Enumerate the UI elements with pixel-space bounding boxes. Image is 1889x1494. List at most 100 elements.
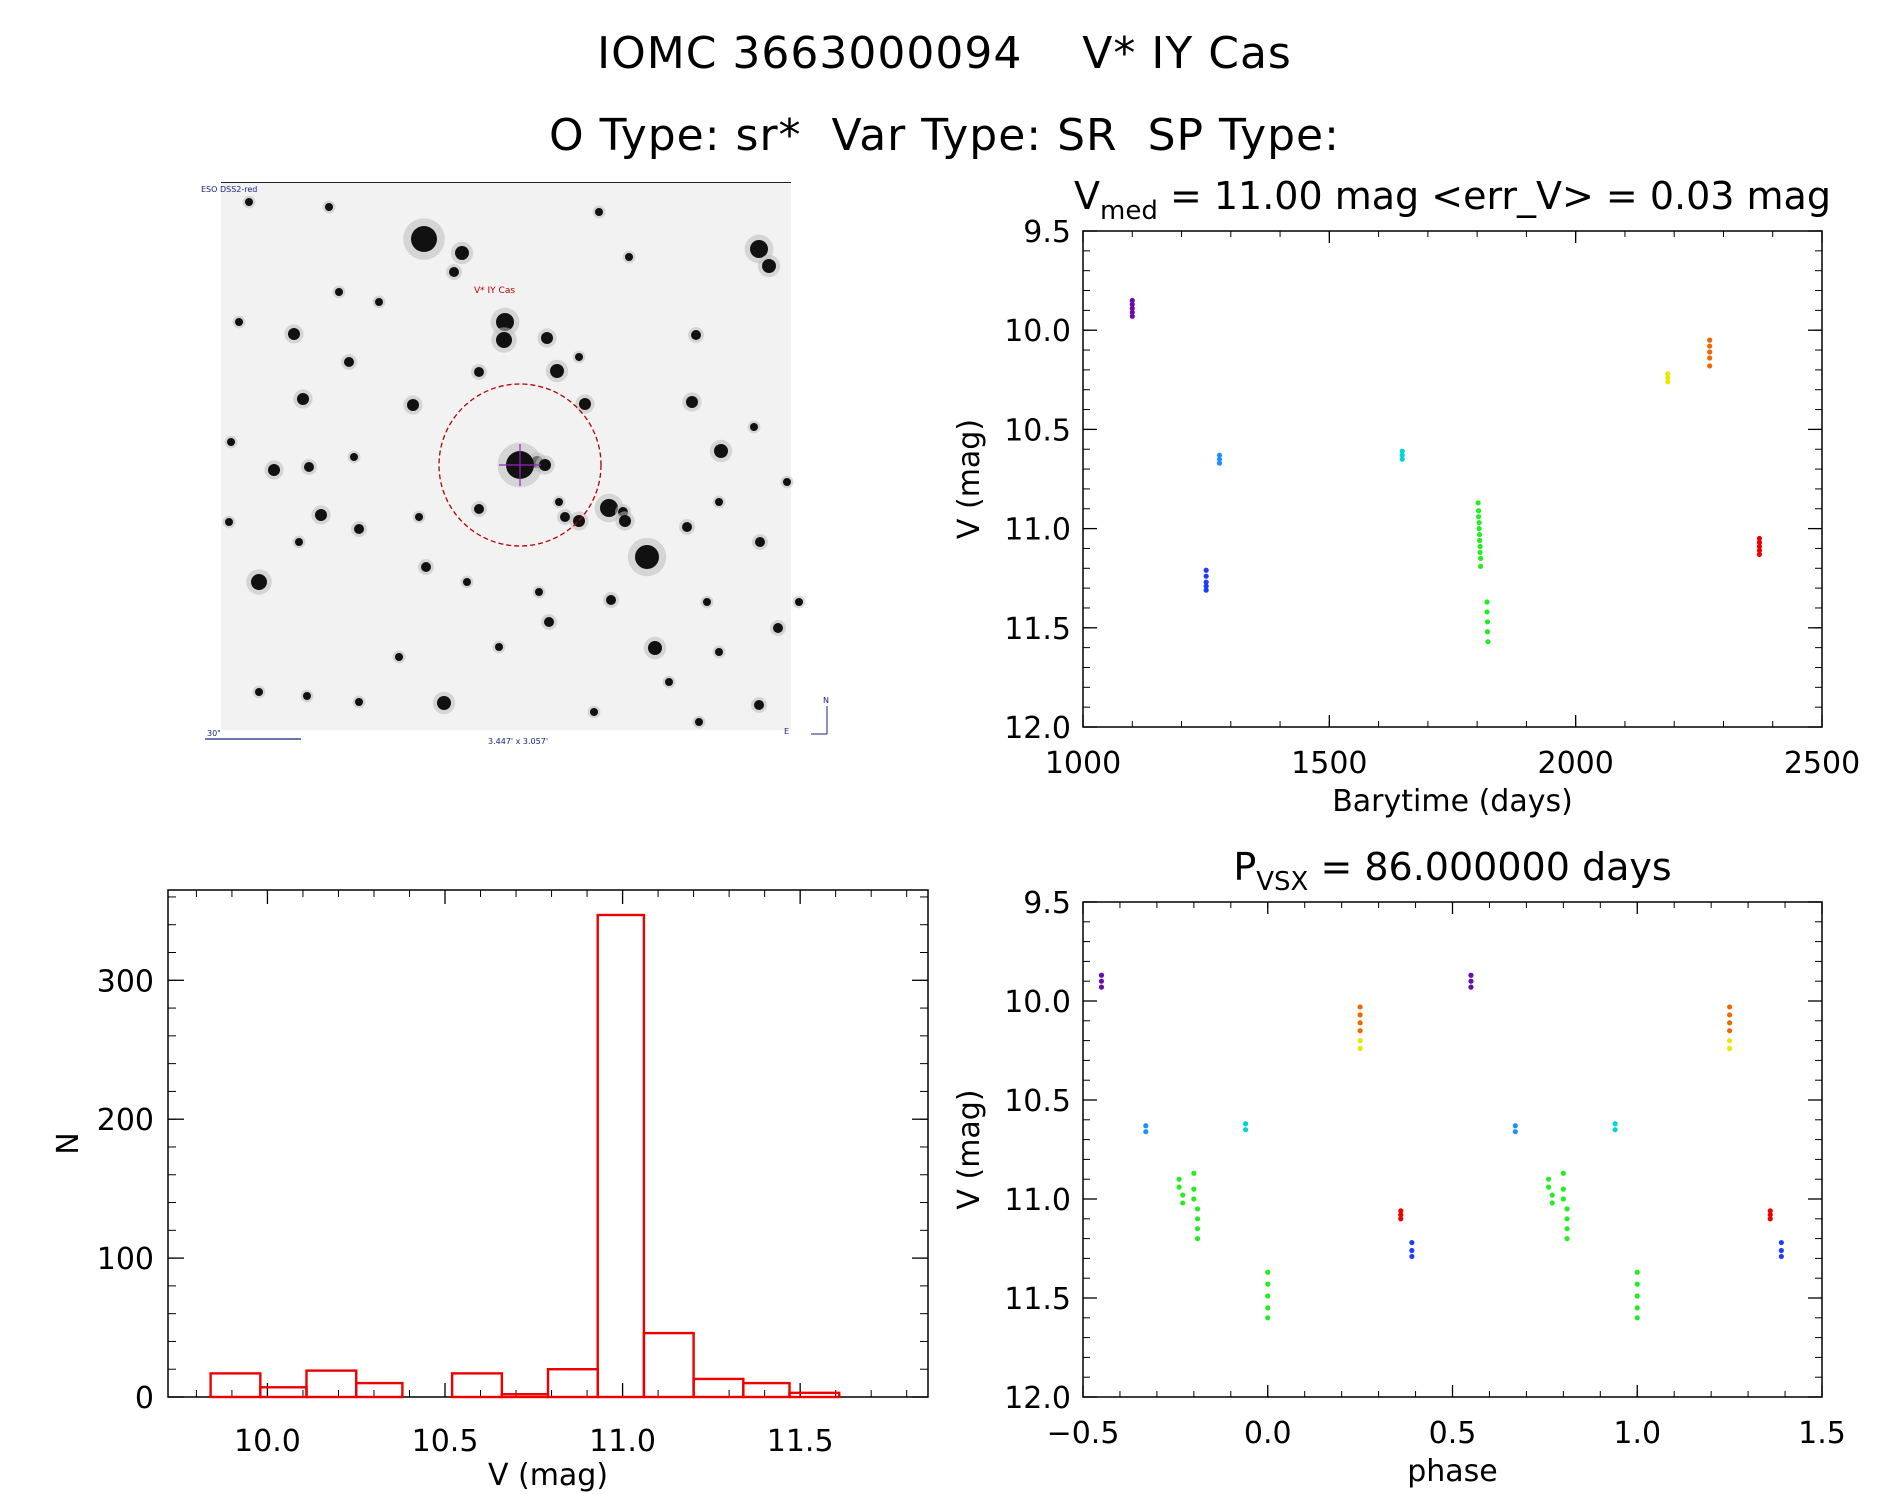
data-point-azure (1143, 1129, 1149, 1135)
star (619, 515, 631, 527)
star (773, 623, 783, 633)
star (395, 653, 403, 661)
y-tick-label: 300 (97, 964, 154, 999)
data-point-purple (1098, 972, 1105, 978)
x-tick-label: 2500 (1784, 746, 1860, 781)
star (421, 562, 431, 572)
y-tick-label: 10.5 (1004, 413, 1071, 448)
data-point-blue (1203, 579, 1209, 585)
star (600, 499, 618, 517)
data-point-cyan (1399, 448, 1405, 454)
x-tick-label: 1.0 (1613, 1416, 1661, 1451)
plot-frame (1082, 230, 1823, 728)
fov-label: 3.447' x 3.057' (488, 737, 548, 746)
data-point-green_faint (1484, 619, 1491, 625)
data-point-green_main (1476, 508, 1482, 514)
star (754, 700, 764, 710)
data-point-green_faint (1484, 629, 1491, 635)
star (375, 298, 383, 306)
data-point-green_faint (1634, 1281, 1640, 1287)
y-tick-label: 10.5 (1004, 1084, 1071, 1119)
y-tick-label: 11.0 (1004, 513, 1071, 548)
north-label: N (823, 696, 829, 705)
star (496, 313, 514, 331)
data-point-red (1756, 543, 1763, 550)
page-title-types: O Type: sr* Var Type: SR SP Type: (0, 110, 1889, 161)
star (495, 643, 503, 651)
star (575, 353, 583, 361)
y-tick-label: 9.5 (1023, 215, 1071, 250)
star (225, 518, 233, 526)
data-point-green_faint (1484, 609, 1490, 615)
data-point-green_b (1194, 1216, 1201, 1222)
star (255, 688, 263, 696)
data-point-green_b (1191, 1186, 1197, 1192)
star (268, 464, 280, 476)
data-point-green_b (1194, 1226, 1201, 1232)
data-point-yellow (1357, 1038, 1363, 1044)
histogram-bar (209, 1372, 262, 1399)
star (544, 617, 554, 627)
data-point-green_a (1180, 1200, 1186, 1206)
data-point-green_faint (1634, 1315, 1640, 1321)
data-point-purple (1468, 978, 1474, 984)
y-tick-label: 11.5 (1004, 612, 1071, 647)
data-point-green_b (1564, 1206, 1570, 1212)
finder-chart: ESO DSS2-red V* IY Cas 30" 3.447' x 3.05… (199, 182, 840, 750)
data-point-blue (1778, 1247, 1784, 1254)
star (755, 537, 765, 547)
data-point-red (1756, 535, 1763, 542)
star (455, 246, 469, 260)
x-tick-label: 2000 (1537, 746, 1613, 781)
y-tick-label: 10.0 (1004, 985, 1071, 1020)
x-tick-label: 0.0 (1244, 1416, 1292, 1451)
y-axis-label: V (mag) (952, 1089, 987, 1209)
star (665, 678, 673, 686)
data-point-green_a (1176, 1184, 1182, 1190)
histogram-bar (450, 1372, 504, 1399)
x-tick-label: 10.5 (412, 1424, 479, 1459)
survey-label: ESO DSS2-red (201, 185, 257, 194)
data-point-orange (1707, 363, 1713, 369)
data-point-blue (1409, 1239, 1415, 1246)
star (335, 288, 343, 296)
data-point-orange (1727, 1004, 1733, 1010)
y-tick-label: 100 (97, 1242, 154, 1277)
data-point-purple (1129, 305, 1135, 311)
star (595, 208, 603, 216)
data-point-azure (1143, 1123, 1149, 1129)
star (590, 708, 598, 716)
x-tick-label: 10.0 (234, 1424, 301, 1459)
data-point-green_main (1476, 531, 1483, 538)
y-tick-label: 200 (97, 1103, 154, 1138)
data-point-purple (1098, 984, 1105, 990)
data-point-orange (1707, 355, 1713, 361)
data-point-green_main (1476, 520, 1482, 526)
data-point-azure (1512, 1129, 1518, 1135)
data-point-green_b (1560, 1196, 1566, 1202)
data-point-red (1398, 1216, 1404, 1222)
x-axis-label: phase (1407, 1454, 1498, 1489)
data-point-yellow (1727, 1045, 1733, 1052)
star (411, 226, 437, 252)
plot-title: Vmed = 11.00 mag <err_V> = 0.03 mag (1074, 174, 1831, 226)
data-point-green_faint (1265, 1269, 1271, 1275)
star (750, 423, 758, 431)
scale-label: 30" (207, 729, 221, 738)
star (625, 253, 633, 261)
data-point-red (1767, 1216, 1773, 1222)
data-point-orange (1727, 1020, 1733, 1026)
title-type-info: O Type: sr* Var Type: SR SP Type: (549, 110, 1340, 161)
star (635, 545, 659, 569)
data-point-green_b (1564, 1236, 1570, 1242)
data-point-purple (1098, 978, 1105, 984)
x-axis-label: V (mag) (488, 1458, 608, 1493)
star (437, 696, 451, 710)
x-tick-label: 1500 (1291, 746, 1367, 781)
histogram-bar (305, 1369, 358, 1399)
star (795, 598, 803, 606)
data-point-orange (1707, 349, 1713, 355)
y-tick-label: 0 (135, 1381, 154, 1416)
data-point-azure (1216, 452, 1223, 458)
